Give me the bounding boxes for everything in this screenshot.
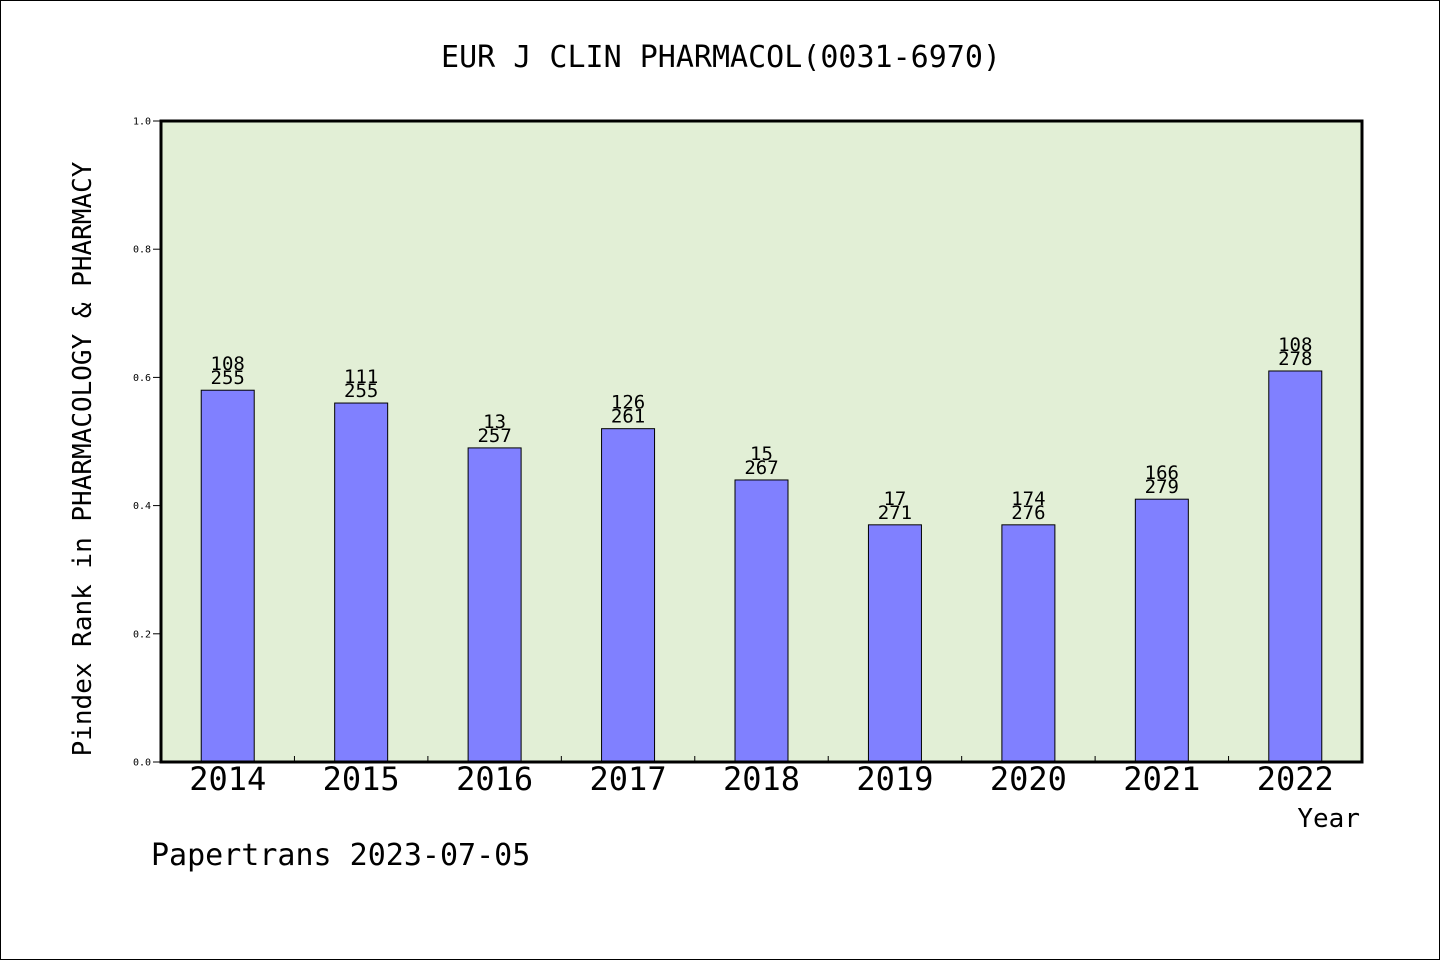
bar-2022: [1268, 370, 1323, 763]
data-label-rank-2018: 15: [750, 443, 773, 465]
data-label-total-2019: 271: [878, 502, 912, 524]
data-label-rank-2020: 174: [1011, 488, 1045, 510]
y-axis-title: Pindex Rank in PHARMACOLOGY & PHARMACY: [68, 161, 98, 756]
plot-border: [159, 119, 1364, 764]
x-tick-label-2021: 2021: [1123, 760, 1200, 798]
x-tick-label-2016: 2016: [456, 760, 533, 798]
bar-2020: [1001, 524, 1056, 763]
data-label-total-2020: 276: [1011, 502, 1045, 524]
bar-2015: [334, 402, 389, 763]
data-label-rank-2015: 111: [344, 366, 378, 388]
x-axis-title: Year: [1297, 804, 1360, 834]
data-label-total-2015: 255: [344, 380, 378, 402]
bar-2016: [467, 447, 522, 763]
x-tick-label-2017: 2017: [590, 760, 667, 798]
data-label-total-2017: 261: [611, 406, 645, 428]
y-tick-label: 0.0: [133, 758, 151, 769]
x-tick-label-2014: 2014: [189, 760, 266, 798]
bar-2018: [734, 479, 789, 763]
data-label-rank-2016: 13: [483, 411, 506, 433]
y-axis: 0.0 0.2 0.4 0.6 0.8 1.0: [133, 117, 161, 769]
data-label-total-2021: 279: [1145, 476, 1179, 498]
bar-2014: [200, 389, 255, 763]
data-label-total-2022: 278: [1278, 348, 1312, 370]
x-tick-label-2022: 2022: [1257, 760, 1334, 798]
chart-title: EUR J CLIN PHARMACOL(0031-6970): [441, 40, 1001, 75]
y-tick-label: 0.2: [133, 629, 151, 640]
bars-layer: [200, 370, 1323, 763]
x-tick-label-2020: 2020: [990, 760, 1067, 798]
data-label-rank-2022: 108: [1278, 334, 1312, 356]
x-tick-label-2018: 2018: [723, 760, 800, 798]
data-label-total-2016: 257: [477, 425, 511, 447]
bar-2017: [601, 428, 656, 763]
data-label-rank-2014: 108: [211, 353, 245, 375]
y-tick-label: 0.8: [133, 245, 151, 256]
bar-2021: [1134, 498, 1189, 763]
x-tick-label-2015: 2015: [323, 760, 400, 798]
data-label-total-2018: 267: [744, 457, 778, 479]
data-label-rank-2017: 126: [611, 392, 645, 414]
x-axis: 2014 2015 2016 2017 2018 2019 2020 2021 2022: [189, 756, 1334, 798]
y-tick-label: 1.0: [133, 117, 151, 128]
y-tick-label: 0.4: [133, 501, 151, 512]
y-tick-label: 0.6: [133, 373, 151, 384]
data-label-rank-2021: 166: [1145, 462, 1179, 484]
x-tick-label-2019: 2019: [856, 760, 933, 798]
bar-2019: [867, 524, 922, 763]
data-label-total-2014: 255: [211, 367, 245, 389]
data-label-rank-2019: 17: [883, 488, 906, 510]
footer-watermark: Papertrans 2023-07-05: [151, 838, 530, 873]
